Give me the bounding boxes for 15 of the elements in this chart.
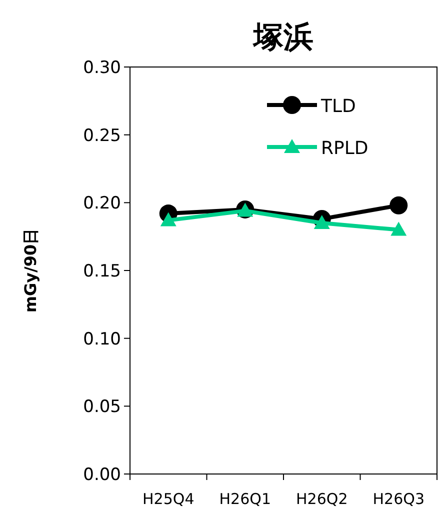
y-tick-label: 0.15 xyxy=(83,262,121,282)
chart-title: 塚浜 xyxy=(252,20,314,55)
x-tick-label: H25Q4 xyxy=(142,490,194,508)
y-tick-label: 0.00 xyxy=(83,465,121,485)
y-tick-label: 0.20 xyxy=(83,194,121,214)
x-tick-label: H26Q1 xyxy=(219,490,271,508)
legend-label: RPLD xyxy=(321,138,368,159)
y-axis-title: mGy/90日 xyxy=(21,228,40,313)
y-tick-label: 0.10 xyxy=(83,329,121,350)
y-tick-label: 0.30 xyxy=(83,58,121,78)
x-tick-label: H26Q3 xyxy=(372,490,424,508)
y-tick-label: 0.05 xyxy=(83,397,121,418)
x-tick-label: H26Q2 xyxy=(296,490,348,508)
y-tick-label: 0.25 xyxy=(83,126,121,146)
legend-label: TLD xyxy=(320,96,356,117)
